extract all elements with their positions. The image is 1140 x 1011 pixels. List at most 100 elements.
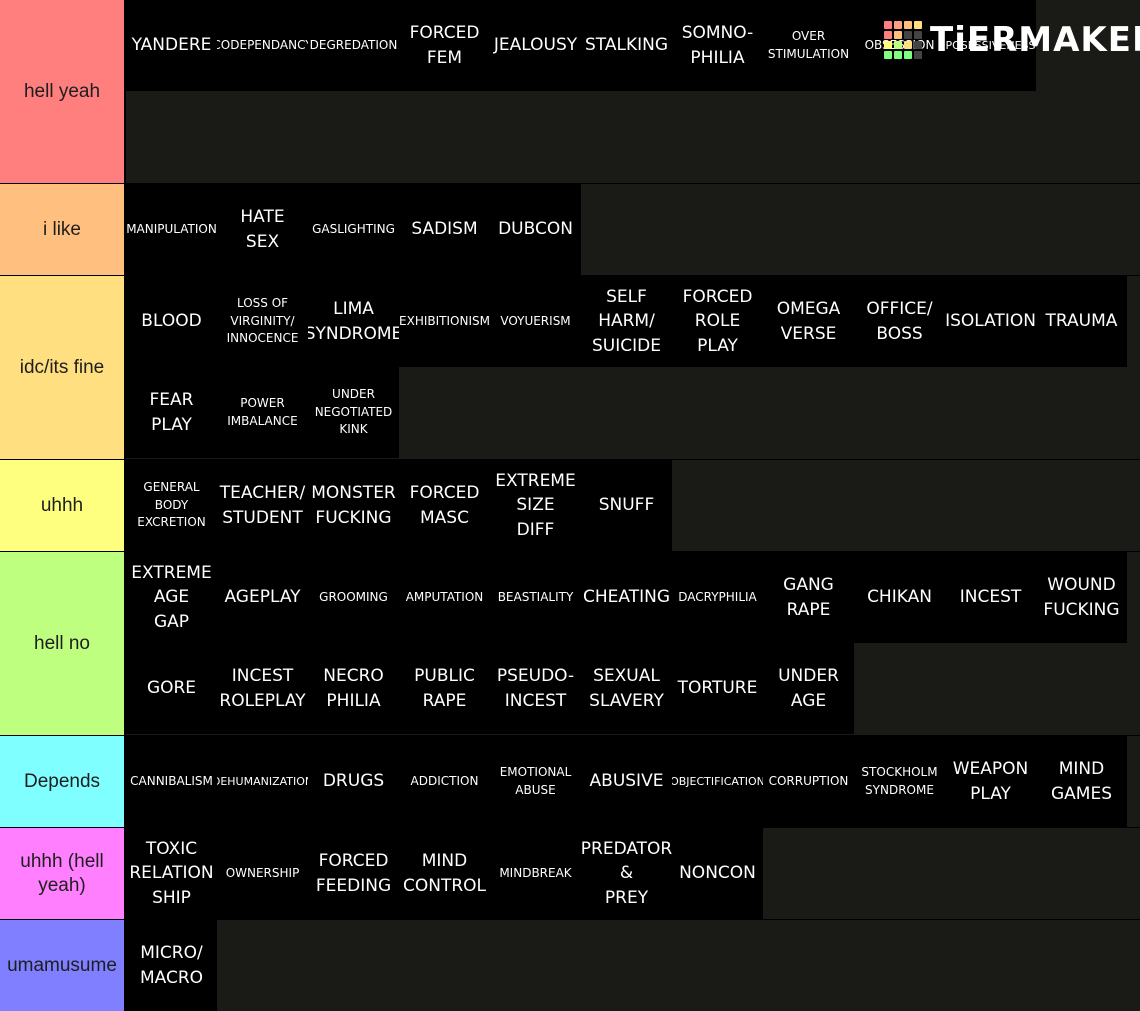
tier-item-card[interactable]: STALKING bbox=[581, 0, 672, 91]
tier-row: uhhh (hell yeah) TOXIC RELATION SHIP OWNER… bbox=[0, 828, 1140, 919]
tier-item-card[interactable]: LOSS OF VIRGINITY/ INNOCENCE bbox=[217, 276, 308, 367]
logo-grid-cell bbox=[904, 51, 912, 59]
tier-items-area[interactable]: YANDERE CODEPENDANCY DEGREDATION FORCED FEM… bbox=[126, 0, 1140, 183]
tier-item-card[interactable]: INCEST bbox=[945, 552, 1036, 643]
tier-item-card[interactable]: UNDER AGE bbox=[763, 643, 854, 734]
tier-item-card[interactable]: OMEGA VERSE bbox=[763, 276, 854, 367]
tier-items-area[interactable]: EXTREME AGE GAP AGEPLAY GROOMING AMPUTATION… bbox=[126, 552, 1140, 735]
tier-items-area[interactable]: MANIPULATION HATE SEX GASLIGHTING SADISM DUB… bbox=[126, 184, 1140, 275]
tier-item-card[interactable]: OBJECTIFICATION bbox=[672, 736, 763, 827]
tier-label[interactable]: hell yeah bbox=[0, 0, 124, 183]
tier-item-card[interactable]: LIMA SYNDROME bbox=[308, 276, 399, 367]
tier-item-card[interactable]: UNDER NEGOTIATED KINK bbox=[308, 367, 399, 458]
tier-item-card[interactable]: TEACHER/ STUDENT bbox=[217, 460, 308, 551]
tier-items-area[interactable]: GENERAL BODY EXCRETION TEACHER/ STUDENT MO… bbox=[126, 460, 1140, 551]
tier-item-card[interactable]: OVER STIMULATION bbox=[763, 0, 854, 91]
tier-item-card[interactable]: YANDERE bbox=[126, 0, 217, 91]
tier-item-card[interactable]: MONSTER FUCKING bbox=[308, 460, 399, 551]
tier-item-card[interactable]: GASLIGHTING bbox=[308, 184, 399, 275]
tier-item-card[interactable]: EXTREME SIZE DIFF bbox=[490, 460, 581, 551]
tier-item-card[interactable]: PUBLIC RAPE bbox=[399, 643, 490, 734]
tier-item-card[interactable]: CHEATING bbox=[581, 552, 672, 643]
tier-item-card[interactable]: CHIKAN bbox=[854, 552, 945, 643]
tier-label[interactable]: uhhh (hell yeah) bbox=[0, 828, 124, 919]
tier-items-area[interactable]: BLOOD LOSS OF VIRGINITY/ INNOCENCE LIMA SY… bbox=[126, 276, 1140, 459]
tier-item-card[interactable]: FORCED FEEDING bbox=[308, 828, 399, 919]
tier-item-card[interactable]: HATE SEX bbox=[217, 184, 308, 275]
tier-item-card[interactable]: WOUND FUCKING bbox=[1036, 552, 1127, 643]
tier-item-card[interactable]: ADDICTION bbox=[399, 736, 490, 827]
tier-item-card[interactable]: PREDATOR & PREY bbox=[581, 828, 672, 919]
tier-item-card[interactable]: SOMNO- PHILIA bbox=[672, 0, 763, 91]
tier-item-card[interactable]: MIND GAMES bbox=[1036, 736, 1127, 827]
tier-item-card[interactable]: CODEPENDANCY bbox=[217, 0, 308, 91]
tier-item-card[interactable]: AGEPLAY bbox=[217, 552, 308, 643]
tier-item-card[interactable]: JEALOUSY bbox=[490, 0, 581, 91]
tier-item-card[interactable]: FORCED ROLE PLAY bbox=[672, 276, 763, 367]
tier-item-card[interactable]: FORCED MASC bbox=[399, 460, 490, 551]
tier-label[interactable]: Depends bbox=[0, 736, 124, 827]
tier-label[interactable]: hell no bbox=[0, 552, 124, 735]
tier-item-card[interactable]: EMOTIONAL ABUSE bbox=[490, 736, 581, 827]
logo-grid-cell bbox=[904, 41, 912, 49]
tier-item-card[interactable]: VOYUERISM bbox=[490, 276, 581, 367]
tier-item-card[interactable]: POSESSIVENESS bbox=[945, 0, 1036, 91]
tier-item-card[interactable]: DEHUMANIZATION bbox=[217, 736, 308, 827]
tier-item-card[interactable]: ISOLATION bbox=[945, 276, 1036, 367]
tier-items-area[interactable]: MICRO/ MACRO bbox=[126, 920, 1140, 1011]
tier-item-card[interactable]: TORTURE bbox=[672, 643, 763, 734]
tier-item-card[interactable]: GORE bbox=[126, 643, 217, 734]
tier-item-card[interactable]: PSEUDO- INCEST bbox=[490, 643, 581, 734]
tier-item-card[interactable]: SNUFF bbox=[581, 460, 672, 551]
logo-grid-cell bbox=[904, 21, 912, 29]
tier-item-card[interactable]: MANIPULATION bbox=[126, 184, 217, 275]
tier-item-card[interactable]: TOXIC RELATION SHIP bbox=[126, 828, 217, 919]
tier-item-card[interactable]: SEXUAL SLAVERY bbox=[581, 643, 672, 734]
tiermaker-logo-text: TiERMAKER bbox=[930, 20, 1140, 60]
tier-item-card[interactable]: BLOOD bbox=[126, 276, 217, 367]
tiermaker-logo: TiERMAKER bbox=[884, 20, 1140, 60]
tier-item-card[interactable]: FEAR PLAY bbox=[126, 367, 217, 458]
tier-item-card[interactable]: OWNERSHIP bbox=[217, 828, 308, 919]
tier-label[interactable]: umamusume bbox=[0, 920, 124, 1011]
tier-item-card[interactable]: FORCED FEM bbox=[399, 0, 490, 91]
tier-item-card[interactable]: CANNIBALISM bbox=[126, 736, 217, 827]
tier-item-card[interactable]: INCEST ROLEPLAY bbox=[217, 643, 308, 734]
logo-grid-cell bbox=[894, 41, 902, 49]
tier-label[interactable]: uhhh bbox=[0, 460, 124, 551]
tier-row: idc/its fine BLOOD LOSS OF VIRGINITY/ INNO… bbox=[0, 276, 1140, 459]
tier-item-card[interactable]: GANG RAPE bbox=[763, 552, 854, 643]
tier-items-area[interactable]: TOXIC RELATION SHIP OWNERSHIP FORCED FEEDI… bbox=[126, 828, 1140, 919]
tier-item-card[interactable]: TRAUMA bbox=[1036, 276, 1127, 367]
logo-grid-cell bbox=[884, 21, 892, 29]
tier-item-card[interactable]: EXHIBITIONISM bbox=[399, 276, 490, 367]
tier-item-card[interactable]: MIND CONTROL bbox=[399, 828, 490, 919]
tier-item-card[interactable]: MINDBREAK bbox=[490, 828, 581, 919]
logo-grid-cell bbox=[904, 31, 912, 39]
tier-item-card[interactable]: NONCON bbox=[672, 828, 763, 919]
tier-item-card[interactable]: DRUGS bbox=[308, 736, 399, 827]
tier-item-card[interactable]: DEGREDATION bbox=[308, 0, 399, 91]
tier-item-card[interactable]: WEAPON PLAY bbox=[945, 736, 1036, 827]
tier-item-card[interactable]: OFFICE/ BOSS bbox=[854, 276, 945, 367]
tier-item-card[interactable]: ABUSIVE bbox=[581, 736, 672, 827]
tier-item-card[interactable]: DUBCON bbox=[490, 184, 581, 275]
tier-item-card[interactable]: MICRO/ MACRO bbox=[126, 920, 217, 1011]
tier-item-card[interactable]: DACRYPHILIA bbox=[672, 552, 763, 643]
tier-item-card[interactable]: NECRO PHILIA bbox=[308, 643, 399, 734]
tier-item-card[interactable]: AMPUTATION bbox=[399, 552, 490, 643]
tier-item-card[interactable]: SELF HARM/ SUICIDE bbox=[581, 276, 672, 367]
tier-item-card[interactable]: GROOMING bbox=[308, 552, 399, 643]
tier-item-card[interactable]: EXTREME AGE GAP bbox=[126, 552, 217, 643]
tier-item-card[interactable]: BEASTIALITY bbox=[490, 552, 581, 643]
tier-item-card[interactable]: SADISM bbox=[399, 184, 490, 275]
tier-item-card[interactable]: STOCKHOLM SYNDROME bbox=[854, 736, 945, 827]
tier-items-area[interactable]: CANNIBALISMDEHUMANIZATIONDRUGSADDICTIONE… bbox=[126, 736, 1140, 827]
tier-item-card[interactable]: POWER IMBALANCE bbox=[217, 367, 308, 458]
tier-label[interactable]: i like bbox=[0, 184, 124, 275]
tier-label[interactable]: idc/its fine bbox=[0, 276, 124, 459]
tier-item-card[interactable]: CORRUPTION bbox=[763, 736, 854, 827]
tier-item-card[interactable]: GENERAL BODY EXCRETION bbox=[126, 460, 217, 551]
logo-grid-cell bbox=[894, 51, 902, 59]
